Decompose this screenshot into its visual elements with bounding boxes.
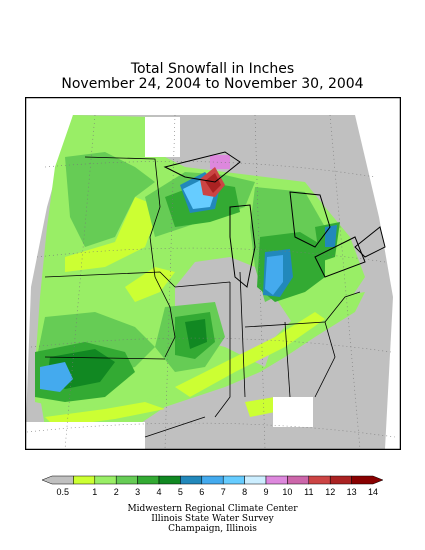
legend-tick-label: 5 <box>178 487 183 497</box>
snow-area-0.5-1in-sw <box>45 402 165 427</box>
legend-tick-label: 3 <box>135 487 140 497</box>
legend-tick-label: 1 <box>92 487 97 497</box>
no-data-patch-north <box>145 117 180 157</box>
snow-area-2-3in <box>65 152 155 247</box>
snow-area-7-8in-mo <box>40 362 73 392</box>
legend-swatch <box>222 475 245 485</box>
legend-swatch <box>41 475 74 485</box>
legend-swatch <box>115 475 138 485</box>
legend-tick-label: 2 <box>114 487 119 497</box>
legend-tick-label: 8 <box>242 487 247 497</box>
snow-area-7-8in-mi <box>265 255 283 295</box>
map-subtitle: November 24, 2004 to November 30, 2004 <box>61 76 364 92</box>
snow-area-0.5-1in-band <box>125 267 175 302</box>
color-legend: 0.5 1 2 3 4 5 6 7 8 9 10 11 12 13 14 <box>41 475 384 497</box>
legend-swatch <box>94 475 117 485</box>
snow-area-0.5-1in-south <box>175 312 325 397</box>
legend-swatch <box>329 475 352 485</box>
snow-area-10-11in <box>210 155 230 169</box>
legend-swatch <box>137 475 160 485</box>
legend-swatch <box>201 475 224 485</box>
credit-line-1: Midwestern Regional Climate Center <box>127 504 298 514</box>
legend-swatch <box>287 475 310 485</box>
no-data-patch-south <box>26 422 145 449</box>
no-data-patch <box>273 397 313 427</box>
legend-swatch <box>351 475 384 485</box>
legend-tick-label: 14 <box>368 487 378 497</box>
credit-line-2: Illinois State Water Survey <box>151 514 274 524</box>
map-title: Total Snowfall in Inches <box>130 61 295 77</box>
legend-swatch <box>158 475 181 485</box>
legend-swatch <box>180 475 203 485</box>
legend-tick-label: 10 <box>282 487 292 497</box>
snowfall-map <box>25 97 401 450</box>
legend-tick-label: 4 <box>156 487 161 497</box>
legend-tick-label: 11 <box>304 487 313 497</box>
snow-area-13-14in <box>205 173 221 193</box>
snow-area-6-7in-ne <box>325 225 337 247</box>
legend-tick-label: 7 <box>221 487 226 497</box>
credit-line-3: Champaign, Illinois <box>168 524 257 534</box>
legend-swatch <box>308 475 331 485</box>
legend-tick-label: 13 <box>347 487 357 497</box>
snow-area-4-5in <box>185 319 207 349</box>
legend-tick-label: 9 <box>263 487 268 497</box>
snow-area-0.5-1in <box>65 197 160 272</box>
legend-tick-label: 6 <box>199 487 204 497</box>
legend-swatch <box>73 475 96 485</box>
legend-tick-label: 12 <box>325 487 335 497</box>
snow-area-0.5-1in-se <box>245 397 275 417</box>
legend-tick-label: 0.5 <box>56 487 69 497</box>
legend-swatch <box>265 475 288 485</box>
legend-swatch <box>244 475 267 485</box>
